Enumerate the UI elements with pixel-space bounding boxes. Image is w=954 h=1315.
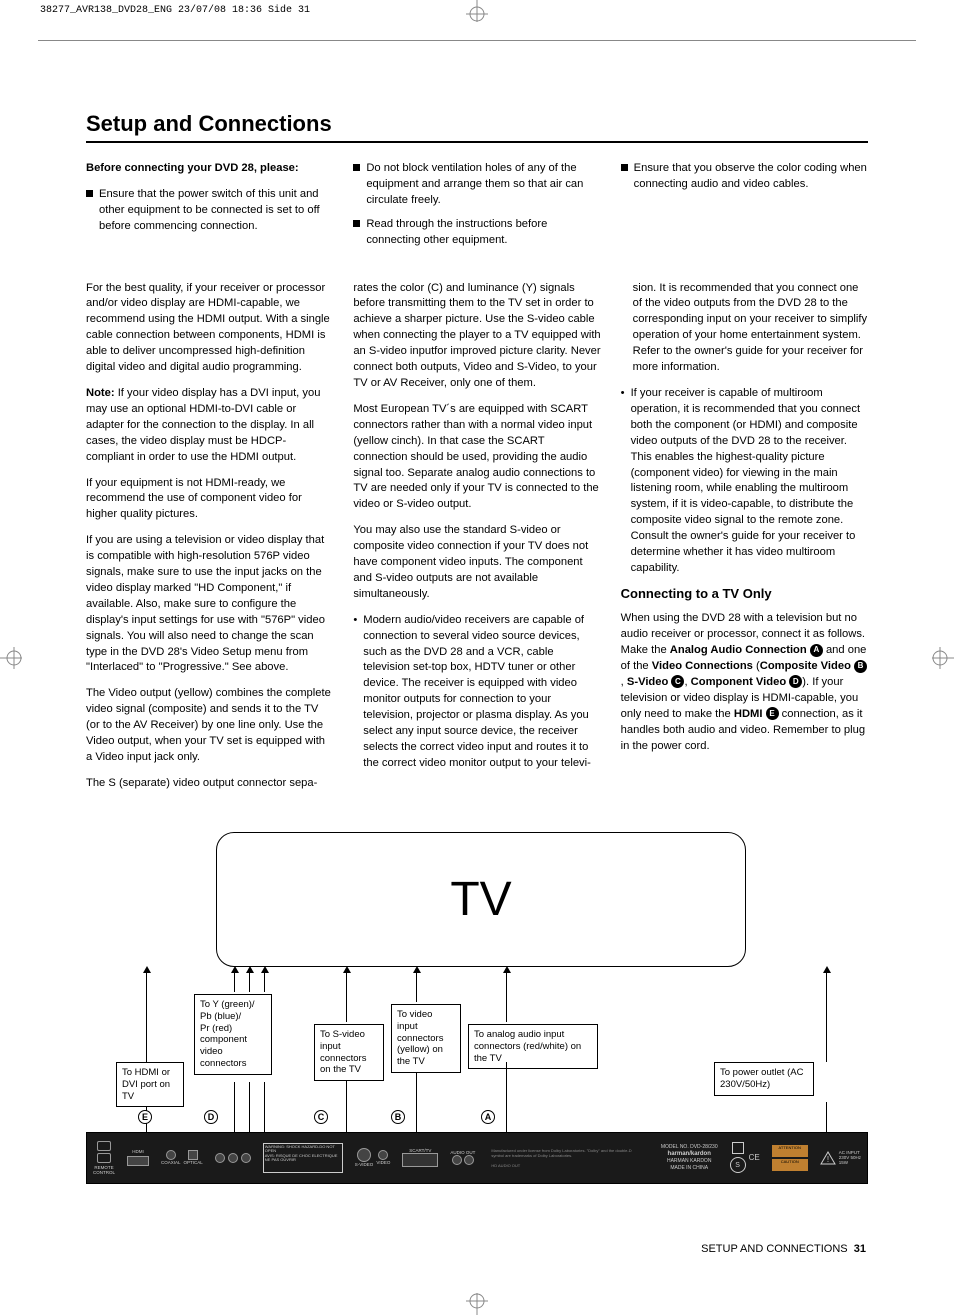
tv-box: TV [216,832,746,967]
line-audio-down [506,1062,507,1132]
page-title: Setup and Connections [86,111,868,143]
bullet-ventilation: Do not block ventilation holes of any of… [353,161,600,209]
panel-marks: S CE [724,1133,766,1183]
panel-info: MODEL NO. DVD-28/230harman/kardonHARMAN … [655,1133,724,1183]
bullet-color-coding: Ensure that you observe the color coding… [621,161,868,193]
line-svideo-down [346,1080,347,1132]
arrow-comp2 [249,972,250,992]
body-col-1: For the best quality, if your receiver o… [86,281,333,802]
label-svideo: To S-video input connectors on the TV [314,1024,384,1082]
diagram-letter-e: E [138,1110,152,1124]
bullet-multiroom: •If your receiver is capable of multiroo… [621,386,868,577]
crop-mark-top [462,0,492,22]
arrow-comp3 [264,972,265,992]
crop-mark-left [0,643,22,673]
label-power: To power outlet (AC 230V/50Hz) [714,1062,814,1096]
bullet-read-instructions: Read through the instructions before con… [353,217,600,249]
diagram-letter-d: D [204,1110,218,1124]
crop-mark-right [932,643,954,673]
label-hdmi: To HDMI or DVI port on TV [116,1062,184,1108]
p-hdmi-quality: For the best quality, if your receiver o… [86,281,333,376]
panel-svideo: S-VIDEO VIDEO [349,1133,397,1183]
label-audio: To analog audio input connectors (red/wh… [468,1024,598,1070]
line-comp2-down [249,1082,250,1132]
p-576p: If you are using a television or video d… [86,533,333,676]
body-col-2: rates the color (C) and luminance (Y) si… [353,281,600,802]
letter-d-inline: D [789,675,802,688]
panel-scart: SCART/TV [396,1133,444,1183]
p-component: If your equipment is not HDMI-ready, we … [86,476,333,524]
subheading-tv-only: Connecting to a TV Only [621,585,868,603]
before-connecting-head: Before connecting your DVD 28, please: [86,161,333,177]
panel-power-icon: ! AC INPUT230V 50Hz15W [814,1133,867,1183]
diagram-letter-b: B [391,1110,405,1124]
arrow-hdmi [146,972,147,1062]
letter-b-inline: B [854,660,867,673]
panel-audio-out: AUDIO OUT [444,1133,481,1183]
panel-component [209,1133,257,1183]
body-col-3: sion. It is recommended that you connect… [621,281,868,802]
p-svideo-cont: rates the color (C) and luminance (Y) si… [353,281,600,392]
diagram-letter-a: A [481,1110,495,1124]
p-sion-cont: sion. It is recommended that you connect… [633,281,868,376]
label-component: To Y (green)/ Pb (blue)/ Pr (red) compon… [194,994,272,1075]
arrow-power [826,972,827,1062]
panel-warning: WARNING: SHOCK HAZARD-DO NOT OPENAVIS: R… [257,1133,349,1183]
line-power-down [826,1102,827,1132]
print-header: 38277_AVR138_DVD28_ENG 23/07/08 18:36 Si… [40,5,310,16]
connection-diagram: TV To HDMI or DVI port on TV To Y (green… [86,832,868,1202]
arrow-comp1 [234,972,235,992]
p-fallback: You may also use the standard S-video or… [353,523,600,603]
panel-caution: ATTENTION CAUTION [766,1133,814,1183]
page-footer: SETUP AND CONNECTIONS 31 [701,1243,866,1255]
line-comp3-down [264,1082,265,1132]
line-video-down [416,1072,417,1132]
bullet-power-off: Ensure that the power switch of this uni… [86,187,333,235]
panel-digital: COAXIAL OPTICAL [155,1133,209,1183]
arrow-audio [506,972,507,1022]
tv-label: TV [450,872,511,927]
letter-a-inline: A [810,644,823,657]
p-scart: Most European TV´s are equipped with SCA… [353,402,600,513]
arrow-svideo [346,972,347,1022]
diagram-letter-c: C [314,1110,328,1124]
letter-e-inline: E [766,707,779,720]
panel-remote: REMOTECONTROL [87,1133,121,1183]
svg-text:!: ! [827,1155,829,1164]
bullet-receivers: •Modern audio/video receivers are capabl… [353,613,600,772]
p-note-dvi: Note: If your video display has a DVI in… [86,386,333,466]
p-video-yellow: The Video output (yellow) combines the c… [86,686,333,766]
letter-c-inline: C [671,675,684,688]
page-frame: Setup and Connections Before connecting … [38,40,916,1275]
crop-mark-bottom [462,1293,492,1315]
panel-center: Manufactured under license from Dolby La… [481,1133,654,1183]
arrow-video [416,972,417,1002]
p-svideo-sepa: The S (separate) video output connector … [86,776,333,792]
panel-hdmi: HDMI [121,1133,155,1183]
label-video: To video input connectors (yellow) on th… [391,1004,461,1073]
p-tv-only: When using the DVD 28 with a television … [621,611,868,754]
line-comp1-down [234,1082,235,1132]
rear-panel: REMOTECONTROL HDMI COAXIAL [86,1132,868,1184]
